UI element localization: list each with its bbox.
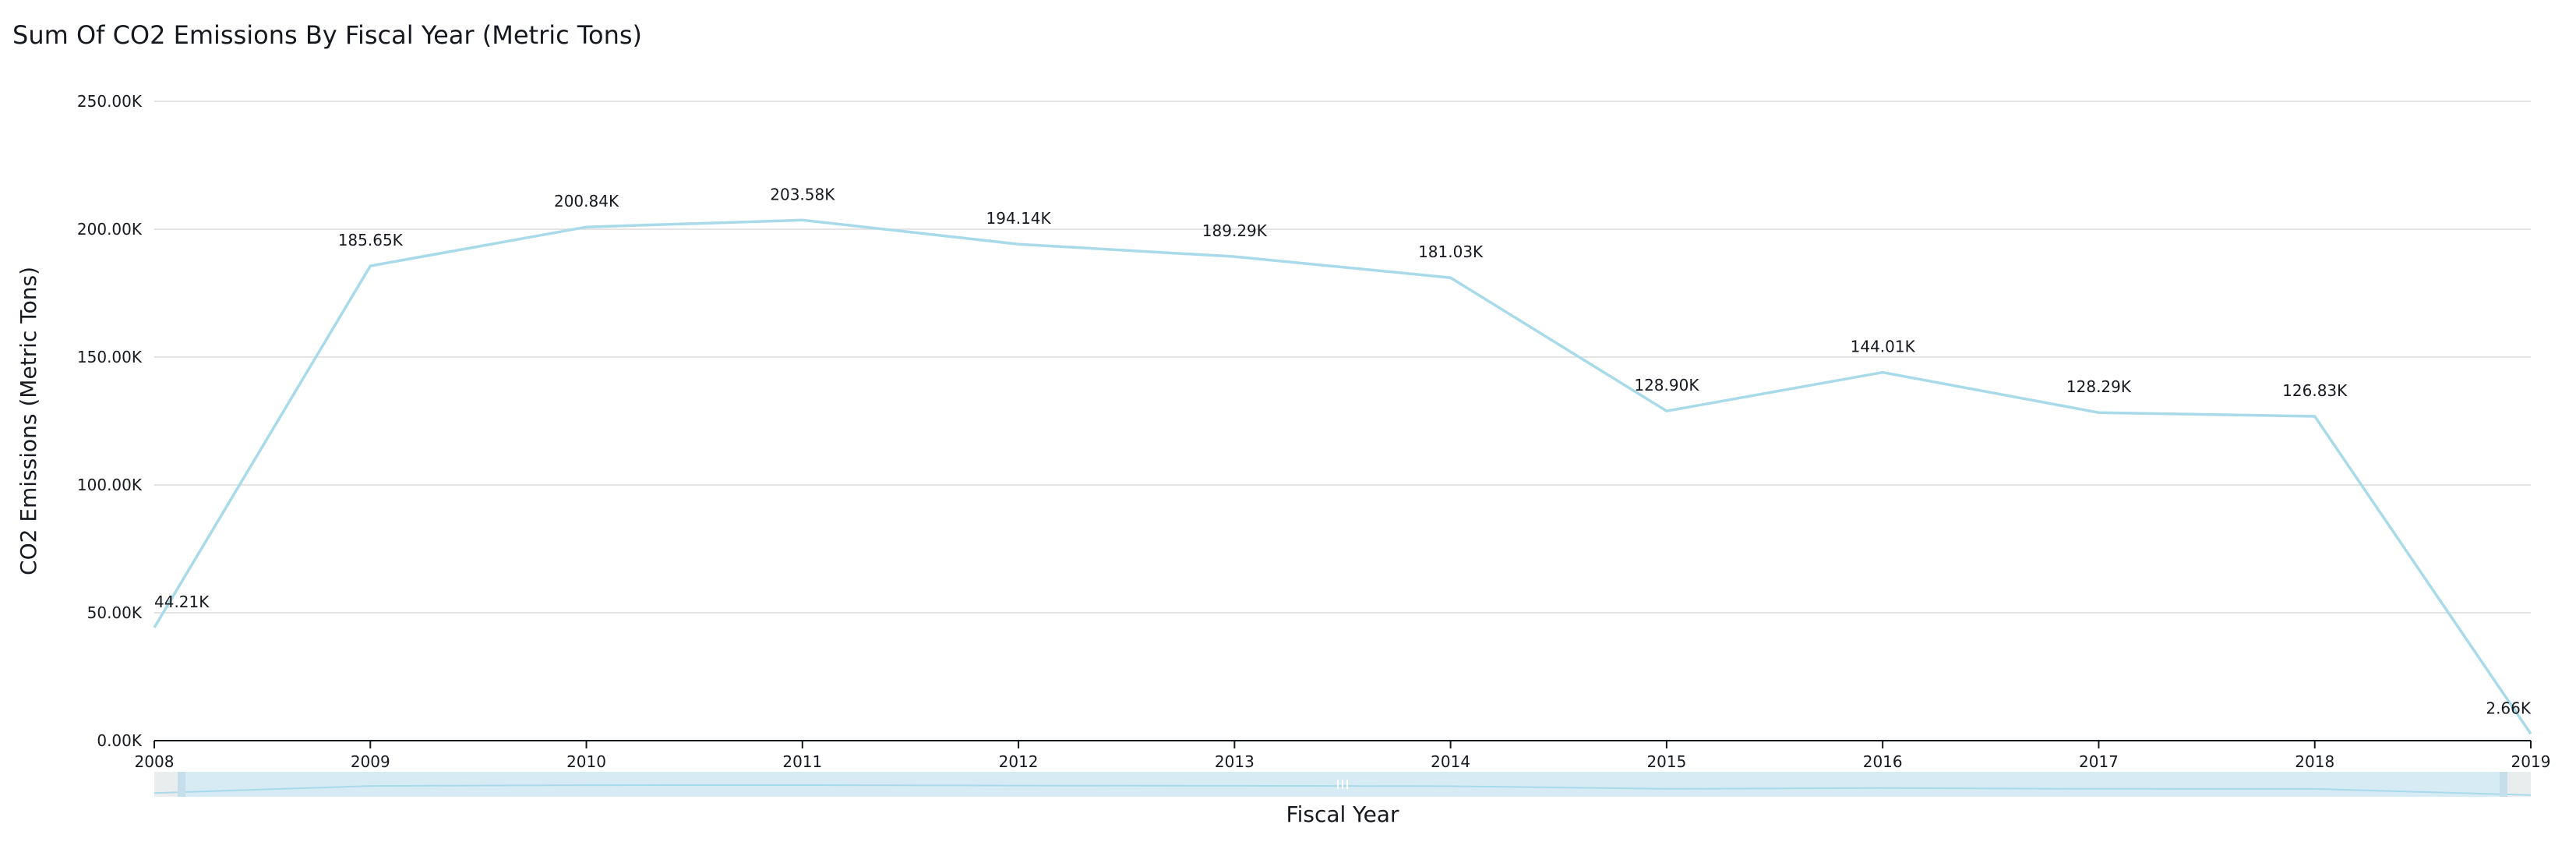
- data-label: 200.84K: [554, 192, 619, 210]
- data-point[interactable]: [1660, 405, 1673, 417]
- data-label: 126.83K: [2282, 381, 2348, 400]
- x-tick-label: 2012: [999, 752, 1039, 771]
- data-point[interactable]: [580, 221, 593, 233]
- range-slider[interactable]: [154, 772, 2532, 797]
- data-label: 128.29K: [2066, 377, 2132, 396]
- data-label: 2.66K: [2486, 699, 2532, 717]
- data-point[interactable]: [1445, 271, 1457, 284]
- x-tick-label: 2009: [351, 752, 390, 771]
- data-point[interactable]: [1012, 238, 1025, 250]
- y-tick-label: 100.00K: [77, 476, 143, 494]
- data-label: 189.29K: [1202, 221, 1268, 240]
- x-tick-label: 2019: [2511, 752, 2551, 771]
- x-axis-title: Fiscal Year: [1286, 801, 1399, 827]
- data-point[interactable]: [2525, 727, 2537, 740]
- y-tick-label: 250.00K: [77, 92, 143, 111]
- data-label: 144.01K: [1851, 338, 1916, 356]
- x-tick-label: 2017: [2079, 752, 2119, 771]
- gridlines: [154, 101, 2531, 614]
- y-tick-label: 200.00K: [77, 220, 143, 239]
- y-tick-label: 50.00K: [87, 603, 143, 622]
- series-line[interactable]: [153, 218, 2532, 735]
- chart-title: Sum Of CO2 Emissions By Fiscal Year (Met…: [12, 20, 642, 50]
- data-label: 203.58K: [770, 185, 835, 203]
- x-tick-label: 2013: [1215, 752, 1254, 771]
- x-tick-label: 2018: [2295, 752, 2334, 771]
- data-point[interactable]: [1228, 250, 1240, 263]
- x-tick-label: 2015: [1646, 752, 1686, 771]
- data-points[interactable]: [148, 214, 2537, 740]
- y-tick-label: 0.00K: [97, 731, 143, 750]
- data-point[interactable]: [2092, 406, 2105, 419]
- data-label: 128.90K: [1634, 376, 1699, 394]
- y-axis-title: CO2 Emissions (Metric Tons): [16, 267, 41, 575]
- x-tick-label: 2016: [1863, 752, 1903, 771]
- x-tick-label: 2008: [135, 752, 175, 771]
- y-axis-ticks: 0.00K 50.00K 100.00K 150.00K 200.00K 250.00K: [77, 92, 143, 750]
- data-point[interactable]: [2309, 410, 2321, 423]
- slider-handle-left[interactable]: [178, 772, 185, 797]
- y-tick-label: 150.00K: [77, 348, 143, 366]
- x-tick-label: 2014: [1431, 752, 1470, 771]
- slider-grip-icon[interactable]: [1337, 780, 1348, 789]
- data-point[interactable]: [1876, 366, 1889, 379]
- data-label: 185.65K: [338, 231, 404, 249]
- data-point[interactable]: [148, 621, 161, 634]
- data-label: 44.21K: [154, 593, 210, 611]
- data-labels: 44.21K 185.65K 200.84K 203.58K 194.14K 189.29…: [154, 185, 2532, 717]
- slider-handle-right[interactable]: [2500, 772, 2507, 797]
- data-point[interactable]: [796, 214, 809, 226]
- x-tick-label: 2011: [782, 752, 822, 771]
- data-label: 194.14K: [986, 209, 1052, 228]
- x-tick-label: 2010: [566, 752, 606, 771]
- data-point[interactable]: [364, 260, 376, 272]
- data-label: 181.03K: [1418, 242, 1484, 261]
- x-axis-ticks: 2008 2009 2010 2011 2012 2013 2014 2015 2016 2017…: [135, 741, 2551, 771]
